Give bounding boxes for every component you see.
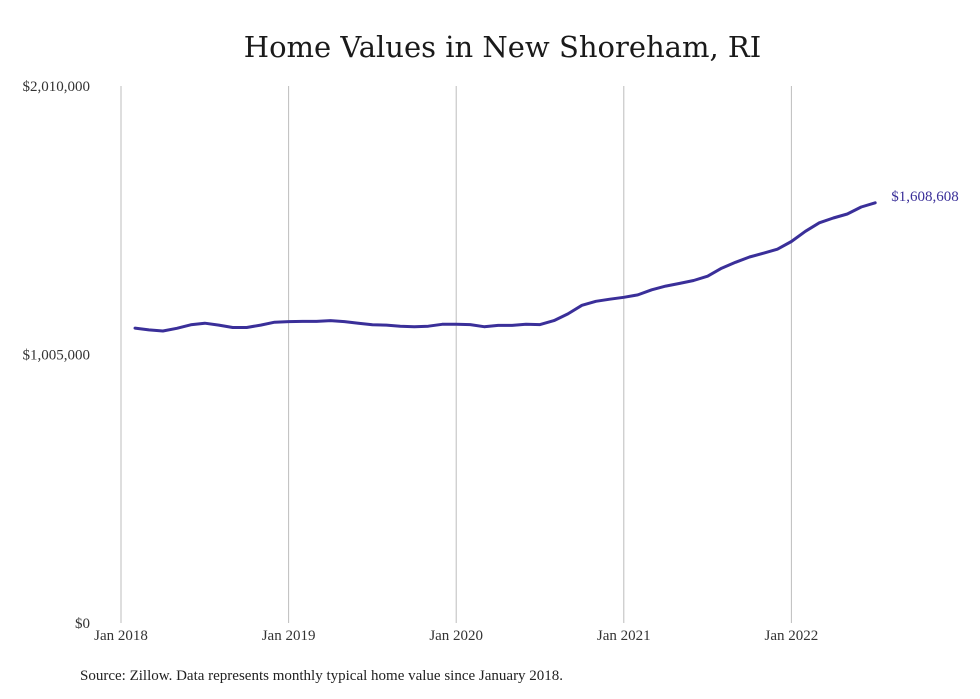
x-tick-label: Jan 2021	[597, 628, 651, 644]
y-tick-label: $1,005,000	[23, 348, 91, 364]
y-tick-label: $0	[75, 616, 90, 632]
x-tick-label: Jan 2019	[262, 628, 316, 644]
x-tick-label: Jan 2020	[429, 628, 483, 644]
gridlines	[120, 86, 792, 623]
y-tick-label: $2,010,000	[23, 79, 91, 95]
series-line	[133, 201, 877, 333]
x-tick-label: Jan 2022	[765, 628, 819, 644]
x-tick-label: Jan 2018	[94, 628, 148, 644]
y-axis: $0 $1,005,000 $2,010,000	[23, 79, 91, 632]
chart-title: Home Values in New Shoreham, RI	[243, 30, 762, 64]
x-axis: Jan 2018 Jan 2019 Jan 2020 Jan 2021 Jan 2022	[94, 628, 818, 644]
source-note: Source: Zillow. Data represents monthly …	[80, 668, 564, 684]
end-value-label: $1,608,608	[891, 189, 959, 205]
series-layer: $1,608,608	[133, 189, 959, 333]
